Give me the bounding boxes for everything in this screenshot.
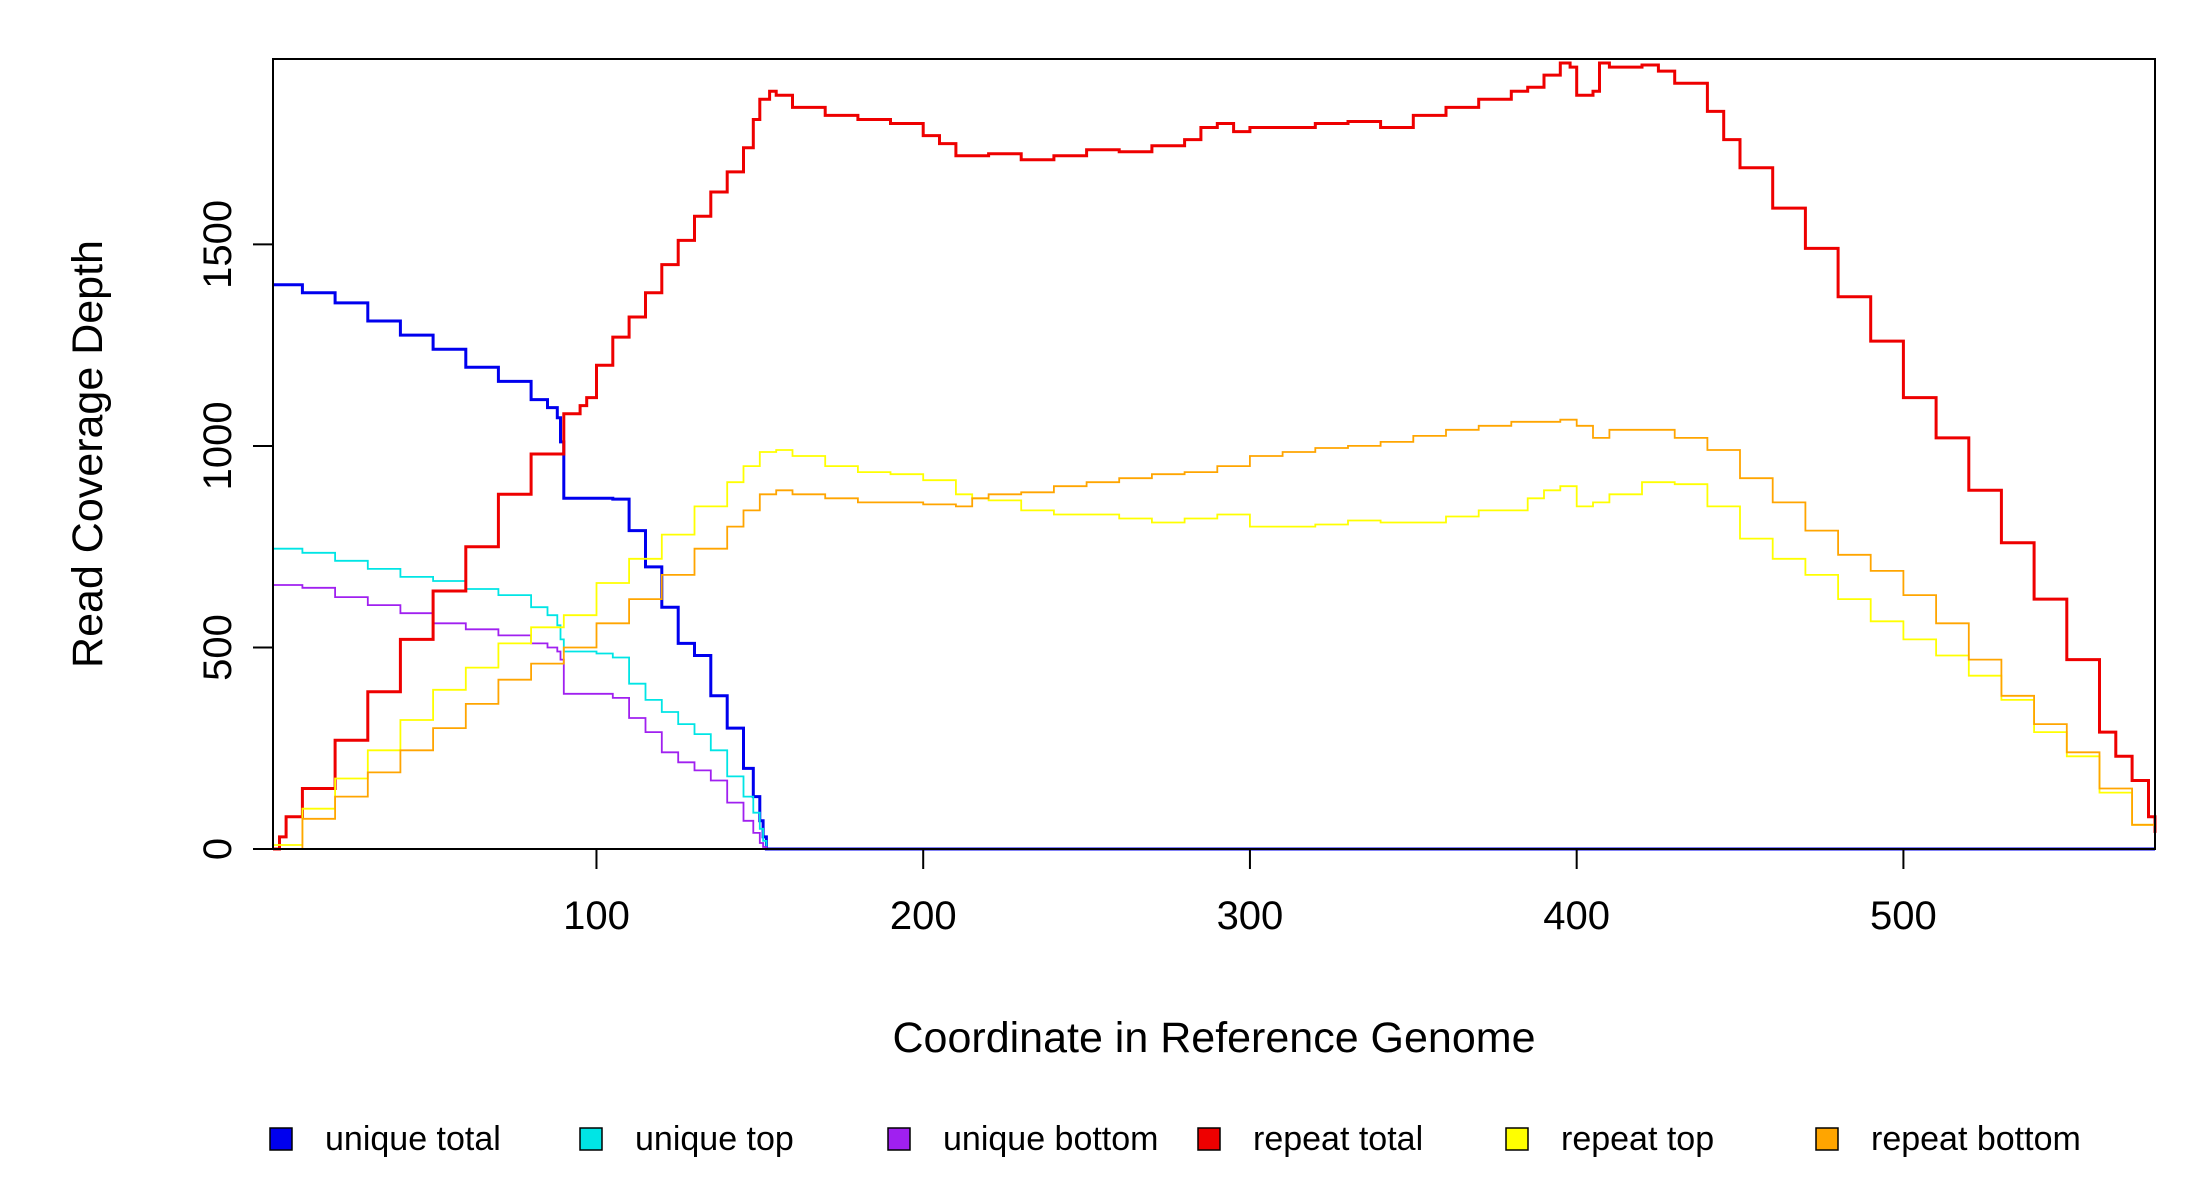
legend-swatch-unique-total: [269, 1127, 293, 1151]
series-line-repeat-total: [273, 61, 2157, 851]
legend-label-repeat-total: repeat total: [1253, 1120, 1423, 1158]
plot-frame: [272, 58, 2156, 850]
x-tick-label: 100: [563, 894, 630, 938]
legend-label-repeat-top: repeat top: [1561, 1120, 1714, 1158]
legend-label-unique-total: unique total: [325, 1120, 501, 1158]
legend-label-unique-bottom: unique bottom: [943, 1120, 1159, 1158]
series-line-repeat-top: [273, 449, 2156, 846]
y-tick-label: 0: [196, 838, 240, 860]
y-axis: 0 500 1000 1500: [196, 200, 273, 860]
legend-swatch-repeat-total: [1197, 1127, 1221, 1151]
x-tick-label: 300: [1217, 894, 1284, 938]
legend-swatch-repeat-bottom: [1815, 1127, 1839, 1151]
y-tick-label: 1500: [196, 200, 240, 289]
legend-swatch-repeat-top: [1505, 1127, 1529, 1151]
x-axis: 100 200 300 400 500: [563, 849, 1937, 938]
x-tick-label: 500: [1870, 894, 1937, 938]
series-line-repeat-bottom: [273, 418, 2156, 850]
x-tick-label: 400: [1543, 894, 1610, 938]
x-tick-label: 200: [890, 894, 957, 938]
y-tick-label: 1000: [196, 401, 240, 490]
legend: unique total unique top unique bottom repea…: [269, 1120, 2081, 1158]
x-axis-label: Coordinate in Reference Genome: [893, 1014, 1536, 1062]
legend-swatch-unique-bottom: [887, 1127, 911, 1151]
series-line-unique-top: [273, 547, 2155, 850]
series-layer: [273, 61, 2157, 851]
y-axis-label: Read Coverage Depth: [64, 240, 112, 668]
series-line-unique-bottom: [273, 584, 2155, 850]
legend-label-repeat-bottom: repeat bottom: [1871, 1120, 2081, 1158]
y-tick-label: 500: [196, 614, 240, 681]
series-line-unique-total: [273, 283, 2155, 851]
legend-swatch-unique-top: [579, 1127, 603, 1151]
legend-label-unique-top: unique top: [635, 1120, 794, 1158]
